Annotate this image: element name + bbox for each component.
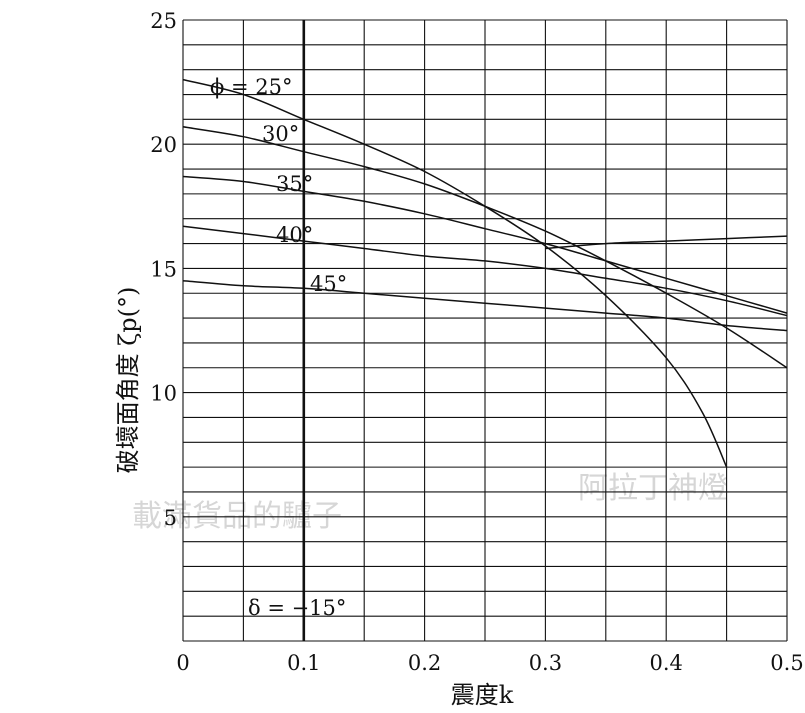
series-label-3: 40° (276, 223, 313, 247)
series-line-2 (182, 175, 788, 314)
x-tick-label: 0 (176, 651, 189, 675)
watermark-right: 阿拉丁神燈 (578, 471, 728, 506)
series-label-4: 45° (310, 272, 347, 296)
x-tick-label: 0.3 (529, 651, 562, 675)
y-axis-title: 破壞面角度 ζp(°) (114, 287, 142, 474)
x-tick-labels: 0 0.1 0.2 0.3 0.4 0.5 (176, 651, 803, 675)
series-line-1 (182, 126, 788, 369)
grid (182, 19, 788, 642)
y-tick-label: 20 (150, 133, 177, 157)
y-tick-label: 10 (150, 382, 177, 406)
y-tick-labels: 5 10 15 20 25 (150, 9, 177, 530)
y-tick-label: 15 (150, 257, 177, 281)
delta-annotation: δ = −15° (248, 596, 346, 620)
series-label-0: ϕ = 25° (210, 75, 292, 99)
series-label-1: 30° (262, 122, 299, 146)
series-label-2: 35° (276, 172, 313, 196)
series-line-5 (545, 235, 788, 250)
x-tick-label: 0.2 (408, 651, 441, 675)
curve-labels: ϕ = 25° 30° 35° 40° 45° (210, 75, 347, 296)
series-line-3 (182, 225, 788, 317)
x-tick-label: 0.4 (649, 651, 682, 675)
x-axis-title: 震度k (451, 681, 514, 709)
curves (182, 78, 788, 468)
series-line-4 (182, 280, 788, 332)
y-tick-label: 25 (150, 9, 177, 33)
y-tick-label: 5 (164, 506, 177, 530)
x-tick-label: 0.1 (287, 651, 320, 675)
x-tick-label: 0.5 (770, 651, 803, 675)
